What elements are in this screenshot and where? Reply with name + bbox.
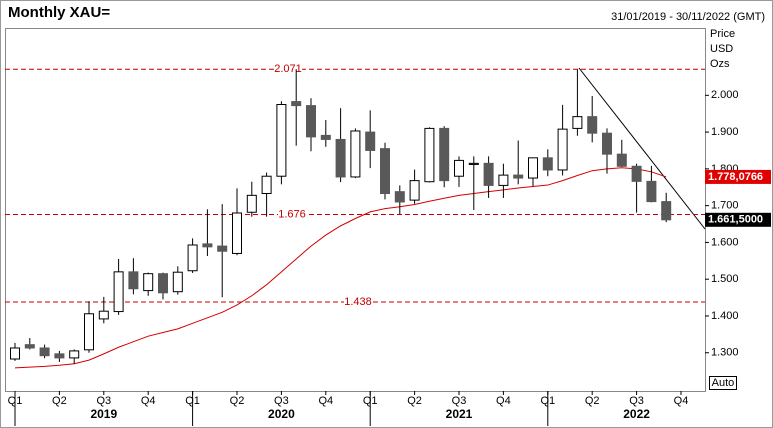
x-tick-label: Q3 [452,395,467,407]
candle-body [143,273,154,292]
candle-body [542,157,553,171]
candle-body [39,347,50,357]
auto-button[interactable] [709,376,737,390]
unit-label: USD [710,43,733,55]
candle-body [365,131,376,151]
level-label: 2.071 [274,63,302,75]
candle-body [335,138,346,178]
x-tick-label: Q2 [585,395,600,407]
candle-body [661,201,672,221]
y-tick-label: 1.600 [711,236,739,248]
plot-frame [5,28,706,392]
x-tick-label: Q2 [407,395,422,407]
moving-average [14,167,667,369]
candle-body [528,157,538,179]
chart-title: Monthly XAU= [8,4,110,21]
candle-body [646,180,657,203]
candle-body [128,271,139,290]
x-tick-label: Q3 [96,395,111,407]
candle-body [98,310,109,320]
year-label: 2021 [446,407,473,421]
candle-body [424,127,435,183]
candle-body [483,162,494,186]
y-tick-label: 1.300 [711,347,739,359]
candle-body [380,148,390,195]
candle-body [602,132,612,155]
candle-body [69,350,80,359]
candle-body [631,165,642,182]
year-label: 2019 [90,407,117,421]
candle-body [350,130,361,178]
y-tick-label: 1.700 [711,200,739,212]
x-tick-label: Q2 [230,395,245,407]
y-tick-label: 1.500 [711,273,739,285]
candle-body [320,134,331,140]
y-tick-label: 1.900 [711,126,739,138]
candle-body [439,127,450,182]
candle-body [113,271,124,313]
candle-body [54,353,65,359]
candle-body [217,245,228,252]
candle-body [84,313,94,351]
unit-label: Ozs [710,58,730,70]
candle-body [409,180,420,201]
x-tick-label: Q3 [274,395,289,407]
candle-body [616,153,627,167]
last-label: 1.661,5000 [708,214,763,226]
candle-body [172,271,183,293]
candle-body [572,116,583,129]
unit-label: Price [710,28,735,40]
auto-button-label[interactable]: Auto [712,377,735,389]
candle-body [261,175,272,195]
candle-body [158,273,168,294]
x-tick-label: Q3 [629,395,644,407]
candle-body [24,344,35,349]
level-label-bg [278,208,306,221]
x-tick-label: Q4 [674,395,689,407]
level-label: 1.438 [344,296,372,308]
candle-body [276,103,287,177]
level-label: 1.676 [278,208,306,220]
candle-body [454,159,464,177]
date-range: 31/01/2019 - 30/11/2022 (GMT) [611,11,765,23]
x-tick-label: Q2 [52,395,67,407]
candle-body [10,347,20,360]
candle-body [291,101,302,107]
candle-body [498,174,509,186]
ma-label-box [705,169,771,184]
trend-line [578,67,706,230]
level-label-bg [344,295,372,308]
y-tick-label: 1.400 [711,310,739,322]
year-label: 2022 [623,407,650,421]
x-tick-label: Q4 [318,395,333,407]
x-tick-label: Q4 [496,395,511,407]
x-tick-label: Q4 [141,395,156,407]
candle-body [513,174,524,179]
candle-body [587,116,598,134]
last-label-box [705,212,771,227]
candle-body [246,194,257,213]
year-label: 2020 [268,407,295,421]
candle-body [557,128,568,171]
candle-body [468,162,479,165]
candle-body [232,212,242,254]
y-tick-label: 2.000 [711,89,739,101]
ma-label: 1.778,0766 [708,171,763,183]
candle-body [394,191,405,203]
candle-body [306,105,316,138]
level-label-bg [274,63,302,76]
candle-body [187,244,198,272]
candle-body [202,243,213,248]
